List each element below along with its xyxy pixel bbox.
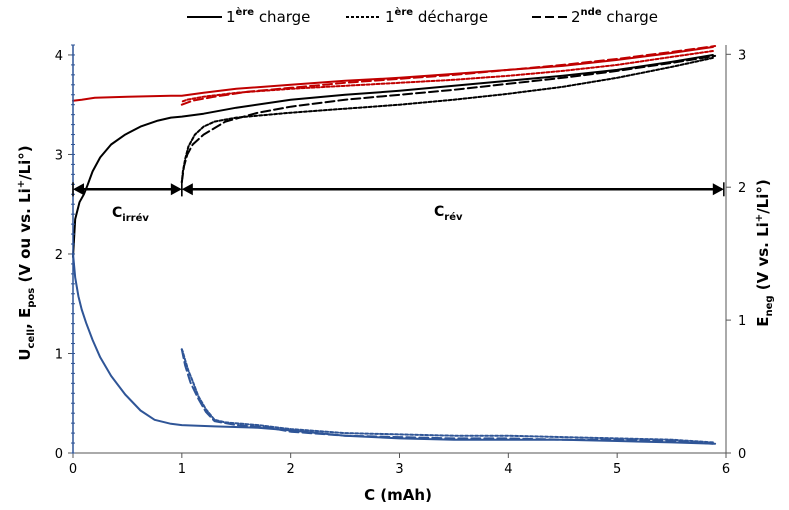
y-left-tick-label: 0 bbox=[55, 447, 63, 462]
series-neg-dotted bbox=[180, 348, 714, 444]
annotation-c-rev: Crév bbox=[434, 204, 463, 223]
y-axis-right-label: Eneg (V vs. Li+/Li°) bbox=[754, 179, 775, 327]
y-left-tick-label: 2 bbox=[55, 248, 63, 263]
series-pos-dashed bbox=[180, 45, 717, 106]
arrow-layer bbox=[72, 182, 725, 197]
arrow-head-left bbox=[73, 183, 84, 196]
series-pos-dotted bbox=[180, 50, 714, 103]
x-axis-label: C (mAh) bbox=[364, 486, 432, 504]
y-right-tick-label: 1 bbox=[738, 314, 746, 329]
series-cell-dashed bbox=[180, 54, 717, 184]
annotation-c-irrev: Cirrév bbox=[112, 205, 149, 224]
series-cell-solid bbox=[72, 54, 714, 258]
series-neg-solid bbox=[72, 252, 717, 445]
series-pos-solid bbox=[72, 46, 714, 102]
y-right-tick-label: 2 bbox=[738, 181, 746, 196]
legend-label-first-charge: 1ère charge bbox=[226, 6, 310, 26]
arrow-head-right bbox=[712, 183, 724, 196]
y-left-tick-label: 3 bbox=[55, 148, 63, 163]
series-cell-dotted bbox=[180, 56, 714, 184]
x-tick-label: 3 bbox=[395, 462, 403, 477]
y-left-tick-label: 1 bbox=[55, 347, 63, 362]
series-neg-dashed bbox=[180, 348, 714, 445]
x-tick-label: 0 bbox=[69, 462, 77, 477]
x-tick-label: 4 bbox=[504, 462, 512, 477]
x-tick-label: 2 bbox=[287, 462, 295, 477]
y-right-tick-label: 3 bbox=[738, 48, 746, 63]
arrow-head-left bbox=[181, 183, 193, 196]
y-left-tick-label: 4 bbox=[55, 49, 63, 64]
arrow-head-right bbox=[170, 183, 182, 196]
legend: 1ère charge 1ère décharge 2nde charge bbox=[187, 6, 658, 26]
x-tick-label: 1 bbox=[178, 462, 186, 477]
legend-label-first-discharge: 1ère décharge bbox=[385, 6, 488, 26]
y-axis-left-label: Ucell, Epos (V ou vs. Li+/Li°) bbox=[16, 145, 37, 360]
legend-label-second-charge: 2nde charge bbox=[571, 7, 658, 26]
y-right-tick-label: 0 bbox=[738, 447, 746, 462]
x-tick-label: 6 bbox=[722, 462, 730, 477]
axes-layer bbox=[72, 45, 727, 454]
series-layer bbox=[72, 45, 717, 445]
x-tick-label: 5 bbox=[613, 462, 621, 477]
